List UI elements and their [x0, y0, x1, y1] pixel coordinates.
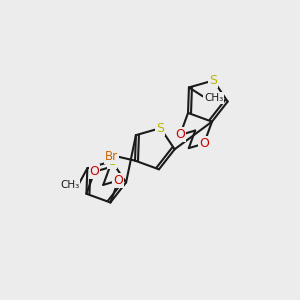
Text: CH₃: CH₃ [60, 180, 80, 190]
Text: O: O [175, 128, 185, 142]
Text: S: S [209, 74, 217, 87]
Text: O: O [113, 174, 123, 187]
Text: Br: Br [104, 150, 118, 163]
Text: S: S [156, 122, 164, 135]
Text: O: O [89, 165, 99, 178]
Text: S: S [108, 155, 116, 168]
Text: CH₃: CH₃ [204, 93, 224, 103]
Text: O: O [199, 137, 209, 150]
